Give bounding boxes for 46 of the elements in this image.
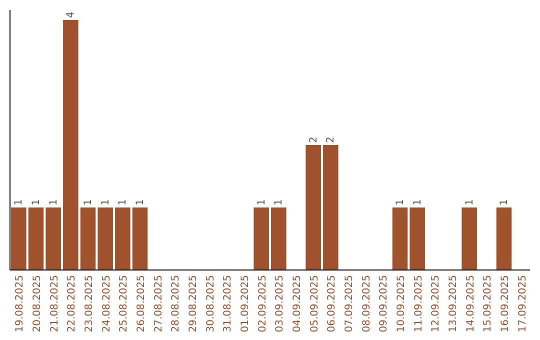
data-label: 1 <box>135 199 146 206</box>
data-label: 1 <box>118 199 129 206</box>
x-tick-label: 05.09.2025 <box>309 275 320 332</box>
x-tick-label: 01.09.2025 <box>240 275 251 332</box>
data-label: 2 <box>326 136 337 143</box>
data-label: 2 <box>308 136 320 143</box>
x-tick-label: 10.09.2025 <box>396 275 407 332</box>
x-tick-label: 07.09.2025 <box>344 275 355 332</box>
x-tick-label: 04.09.2025 <box>292 275 303 332</box>
x-tick-label: 03.09.2025 <box>274 275 286 332</box>
x-tick-label: 02.09.2025 <box>257 275 268 332</box>
x-tick-label: 19.08.2025 <box>14 275 26 332</box>
x-tick-label: 23.08.2025 <box>84 275 95 332</box>
data-label: 1 <box>464 199 476 206</box>
x-tick-label: 08.09.2025 <box>361 275 372 332</box>
data-label: 1 <box>412 199 424 206</box>
x-tick-label: 20.08.2025 <box>32 275 43 332</box>
x-tick-label: 06.09.2025 <box>326 275 338 332</box>
x-tick-label: 28.08.2025 <box>170 275 182 332</box>
x-tick-label: 26.08.2025 <box>136 275 147 332</box>
x-tick-label: 09.09.2025 <box>378 275 390 332</box>
data-label: 1 <box>31 199 42 206</box>
data-label: 1 <box>395 199 406 206</box>
data-label: 1 <box>100 199 112 206</box>
data-label: 1 <box>256 199 268 206</box>
x-tick-label: 24.08.2025 <box>101 275 112 332</box>
x-tick-label: 29.08.2025 <box>188 275 199 332</box>
data-label: 1 <box>48 199 60 206</box>
x-tick-label: 31.08.2025 <box>222 275 234 332</box>
data-label: 1 <box>14 199 25 206</box>
x-tick-label: 25.08.2025 <box>118 275 130 332</box>
data-label: 4 <box>66 12 77 18</box>
x-tick-label: 12.09.2025 <box>430 275 442 332</box>
x-tick-label: 11.09.2025 <box>413 275 424 332</box>
data-label: 1 <box>274 199 285 206</box>
x-tick-label: 16.09.2025 <box>500 275 511 332</box>
x-tick-label: 14.09.2025 <box>465 275 476 332</box>
data-label: 1 <box>83 199 94 206</box>
x-tick-label: 21.08.2025 <box>49 275 60 332</box>
x-tick-label: 17.09.2025 <box>517 275 528 332</box>
x-tick-label: 13.09.2025 <box>448 275 459 332</box>
x-tick-label: 27.08.2025 <box>153 275 164 332</box>
data-label: 1 <box>499 199 510 206</box>
x-tick-label: 15.09.2025 <box>482 275 494 332</box>
x-tick-label: 30.08.2025 <box>205 275 216 332</box>
x-tick-label: 22.08.2025 <box>66 275 78 332</box>
